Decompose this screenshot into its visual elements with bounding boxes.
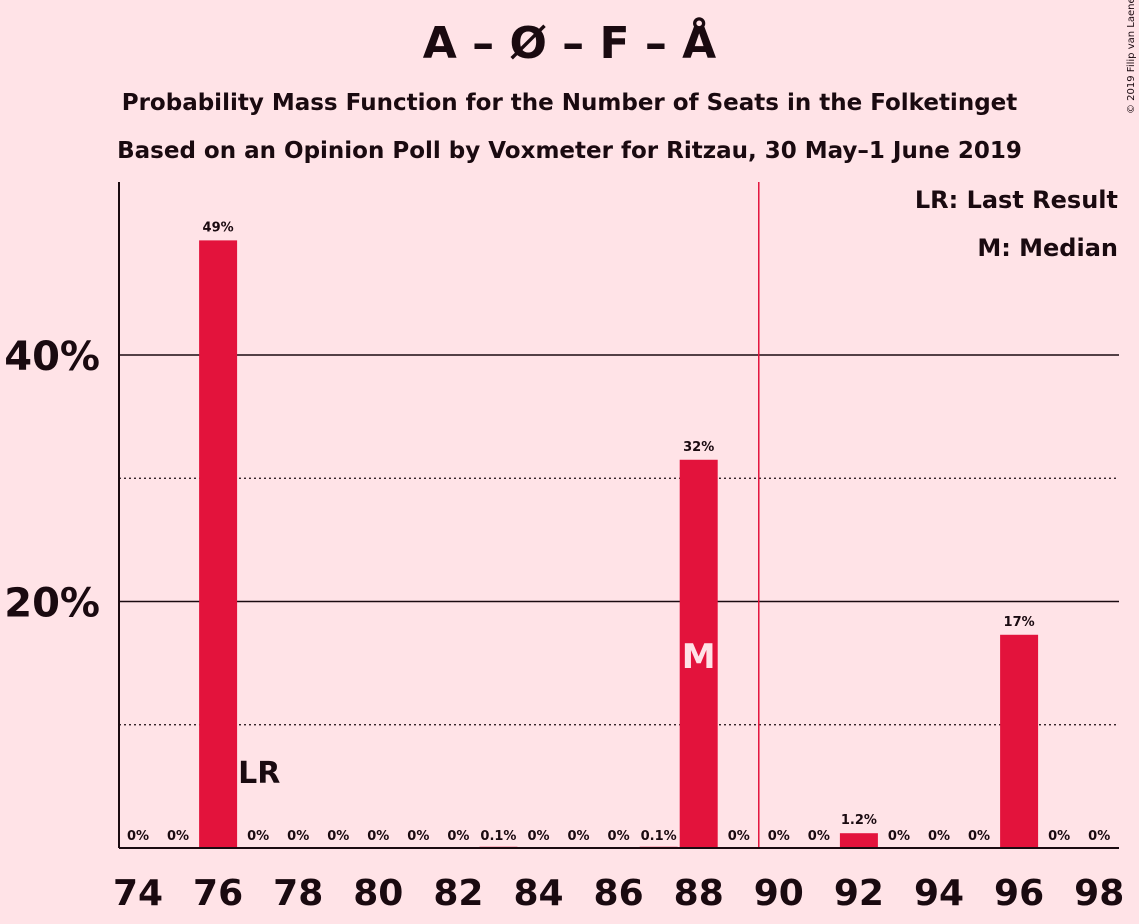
bar-value-label: 0%: [568, 829, 590, 844]
bar-value-label: 0%: [1088, 829, 1110, 844]
chart-title: A – Ø – F – Å: [422, 18, 717, 69]
bar-value-label: 0.1%: [641, 829, 677, 844]
x-tick-label: 92: [834, 873, 884, 914]
median-marker: M: [682, 637, 716, 677]
y-tick-label-bg: [20, 333, 116, 377]
x-tick-label: 94: [914, 873, 964, 914]
bar-value-label: 0%: [1048, 829, 1070, 844]
bar-seat-92: [839, 833, 878, 848]
x-tick-label: 76: [193, 873, 243, 914]
bar-value-label: 0%: [287, 829, 309, 844]
x-tick-label: 82: [433, 873, 483, 914]
x-tick-label: 90: [754, 873, 804, 914]
chart-subtitle-2: Based on an Opinion Poll by Voxmeter for…: [117, 138, 1022, 164]
legend-last-result: LR: Last Result: [914, 186, 1118, 214]
bar-value-label: 49%: [203, 220, 234, 235]
y-tick-label-bg: [20, 579, 116, 624]
bar-value-label: 0%: [808, 829, 830, 844]
bar-seat-96: [1000, 634, 1039, 848]
bar-value-label: 0%: [327, 829, 349, 844]
bar-value-label: 0%: [167, 829, 189, 844]
bar-value-label: 0%: [888, 829, 910, 844]
y-tick-label: 40%: [4, 334, 100, 380]
x-tick-label: 98: [1074, 873, 1124, 914]
bar-seat-88: [679, 459, 718, 848]
last-result-marker: LR: [238, 756, 280, 791]
y-tick-label: 20%: [4, 581, 100, 627]
x-tick-label: 86: [594, 873, 644, 914]
bar-value-label: 0%: [447, 829, 469, 844]
x-tick-label: 74: [113, 873, 163, 914]
x-tick-label: 96: [994, 873, 1044, 914]
bar-value-label: 0%: [928, 829, 950, 844]
bar-value-label: 0%: [127, 829, 149, 844]
bar-value-label: 0%: [367, 829, 389, 844]
bar-value-label: 32%: [683, 440, 714, 455]
bar-value-label: 0%: [527, 829, 549, 844]
bar-value-label: 0%: [968, 829, 990, 844]
x-tick-label: 88: [674, 873, 724, 914]
chart-subtitle-1: Probability Mass Function for the Number…: [121, 90, 1018, 116]
bar-value-label: 0%: [608, 829, 630, 844]
bar-value-label: 0%: [247, 829, 269, 844]
x-tick-label: 78: [273, 873, 323, 914]
bar-value-label: 0%: [728, 829, 750, 844]
bar-value-label: 0.1%: [480, 829, 516, 844]
legend-median: M: Median: [977, 234, 1118, 262]
x-tick-label: 80: [353, 873, 403, 914]
bar-value-label: 1.2%: [841, 813, 877, 828]
x-tick-label: 84: [513, 873, 563, 914]
bar-value-label: 17%: [1004, 615, 1035, 630]
bar-value-label: 0%: [407, 829, 429, 844]
bar-seat-76: [199, 240, 238, 848]
bar-value-label: 0%: [768, 829, 790, 844]
